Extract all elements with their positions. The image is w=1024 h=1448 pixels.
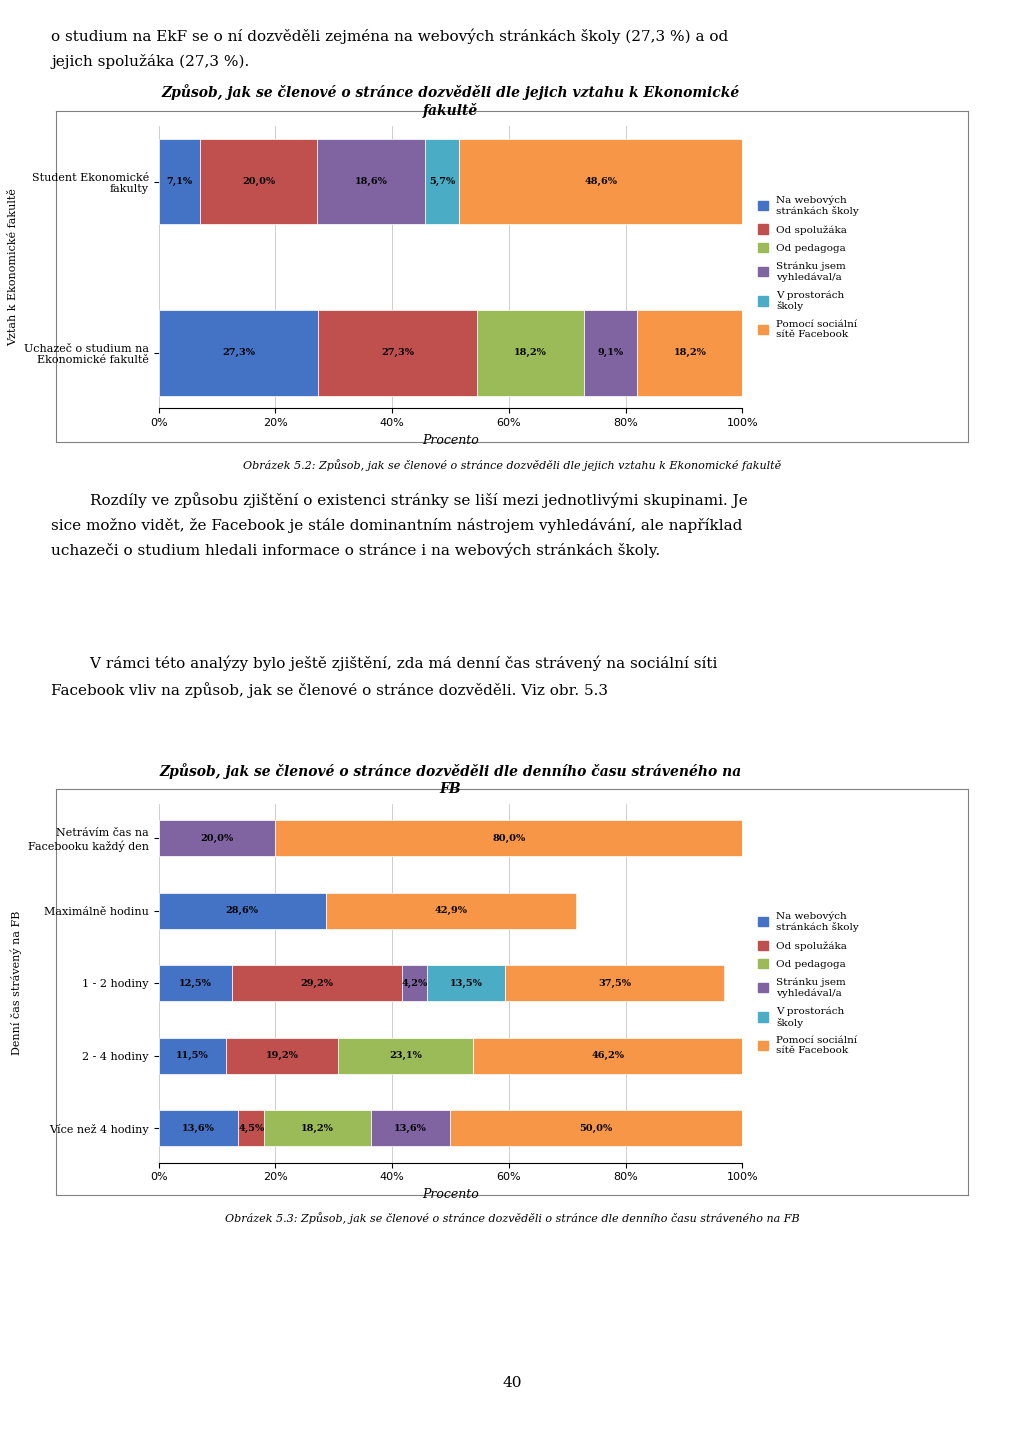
Text: 5,7%: 5,7%: [429, 177, 456, 187]
Bar: [473, 1038, 742, 1074]
Bar: [275, 820, 742, 856]
Bar: [226, 1038, 338, 1074]
Bar: [159, 310, 318, 395]
Text: 80,0%: 80,0%: [493, 834, 525, 843]
Bar: [459, 139, 742, 224]
Text: 50,0%: 50,0%: [580, 1124, 612, 1132]
Text: 18,2%: 18,2%: [514, 348, 547, 358]
Bar: [159, 964, 231, 1002]
Bar: [425, 139, 459, 224]
Bar: [318, 310, 477, 395]
Text: 13,5%: 13,5%: [450, 979, 482, 988]
Title: Způsob, jak se členové o stránce dozvěděli dle denního času stráveného na
FB: Způsob, jak se členové o stránce dozvědě…: [160, 763, 741, 795]
Bar: [506, 964, 724, 1002]
Text: 18,6%: 18,6%: [354, 177, 388, 187]
Text: 19,2%: 19,2%: [265, 1051, 298, 1060]
X-axis label: Procento: Procento: [422, 433, 479, 446]
Text: Rozdíly ve způsobu zjištění o existenci stránky se liší mezi jednotlivými skupin: Rozdíly ve způsobu zjištění o existenci …: [51, 492, 748, 559]
Text: 48,6%: 48,6%: [584, 177, 617, 187]
Bar: [200, 139, 316, 224]
Text: 13,6%: 13,6%: [182, 1124, 215, 1132]
Bar: [402, 964, 427, 1002]
Y-axis label: Vztah k Ekonomické fakultě: Vztah k Ekonomické fakultě: [8, 188, 18, 346]
Text: 11,5%: 11,5%: [176, 1051, 209, 1060]
Legend: Na webových
stránkách školy, Od spolužáka, Od pedagoga, Stránku jsem
vyhledával/: Na webových stránkách školy, Od spolužák…: [754, 906, 863, 1060]
Text: 20,0%: 20,0%: [201, 834, 233, 843]
Bar: [338, 1038, 473, 1074]
Y-axis label: Denní čas strávený na FB: Denní čas strávený na FB: [11, 911, 23, 1056]
Text: 23,1%: 23,1%: [389, 1051, 422, 1060]
Bar: [427, 964, 506, 1002]
Text: 4,2%: 4,2%: [401, 979, 427, 988]
Bar: [450, 1111, 741, 1147]
Text: 46,2%: 46,2%: [591, 1051, 624, 1060]
Text: 4,5%: 4,5%: [239, 1124, 264, 1132]
Text: 9,1%: 9,1%: [597, 348, 624, 358]
Bar: [584, 310, 637, 395]
Text: 18,2%: 18,2%: [301, 1124, 334, 1132]
Text: 18,2%: 18,2%: [674, 348, 707, 358]
Bar: [231, 964, 402, 1002]
Title: Způsob, jak se členové o stránce dozvěděli dle jejich vztahu k Ekonomické
fakult: Způsob, jak se členové o stránce dozvědě…: [162, 84, 739, 117]
Bar: [159, 820, 275, 856]
Bar: [326, 892, 577, 928]
Text: 27,3%: 27,3%: [381, 348, 415, 358]
Text: Obrázek 5.2: Způsob, jak se členové o stránce dozvěděli dle jejich vztahu k Ekon: Obrázek 5.2: Způsob, jak se členové o st…: [243, 459, 781, 471]
Bar: [316, 139, 425, 224]
Bar: [637, 310, 743, 395]
Bar: [264, 1111, 371, 1147]
Bar: [159, 1111, 239, 1147]
Bar: [159, 1038, 226, 1074]
Text: 42,9%: 42,9%: [434, 906, 467, 915]
Text: 20,0%: 20,0%: [242, 177, 275, 187]
Text: 28,6%: 28,6%: [225, 906, 259, 915]
Text: 40: 40: [502, 1376, 522, 1390]
Bar: [477, 310, 584, 395]
Legend: Na webových
stránkách školy, Od spolužáka, Od pedagoga, Stránku jsem
vyhledával/: Na webových stránkách školy, Od spolužák…: [754, 191, 863, 343]
X-axis label: Procento: Procento: [422, 1187, 479, 1200]
Text: Obrázek 5.3: Způsob, jak se členové o stránce dozvěděli o stránce dle denního ča: Obrázek 5.3: Způsob, jak se členové o st…: [224, 1212, 800, 1224]
Bar: [239, 1111, 264, 1147]
Text: 27,3%: 27,3%: [222, 348, 255, 358]
Text: 29,2%: 29,2%: [300, 979, 334, 988]
Bar: [159, 892, 326, 928]
Text: V rámci této analýzy bylo ještě zjištění, zda má denní čas strávený na sociální : V rámci této analýzy bylo ještě zjištění…: [51, 656, 718, 698]
Text: o studium na EkF se o ní dozvěděli zejména na webových stránkách školy (27,3 %) : o studium na EkF se o ní dozvěděli zejmé…: [51, 29, 728, 70]
Text: 13,6%: 13,6%: [394, 1124, 427, 1132]
Text: 12,5%: 12,5%: [179, 979, 212, 988]
Bar: [159, 139, 200, 224]
Text: 37,5%: 37,5%: [598, 979, 632, 988]
Text: 7,1%: 7,1%: [166, 177, 193, 187]
Bar: [371, 1111, 450, 1147]
